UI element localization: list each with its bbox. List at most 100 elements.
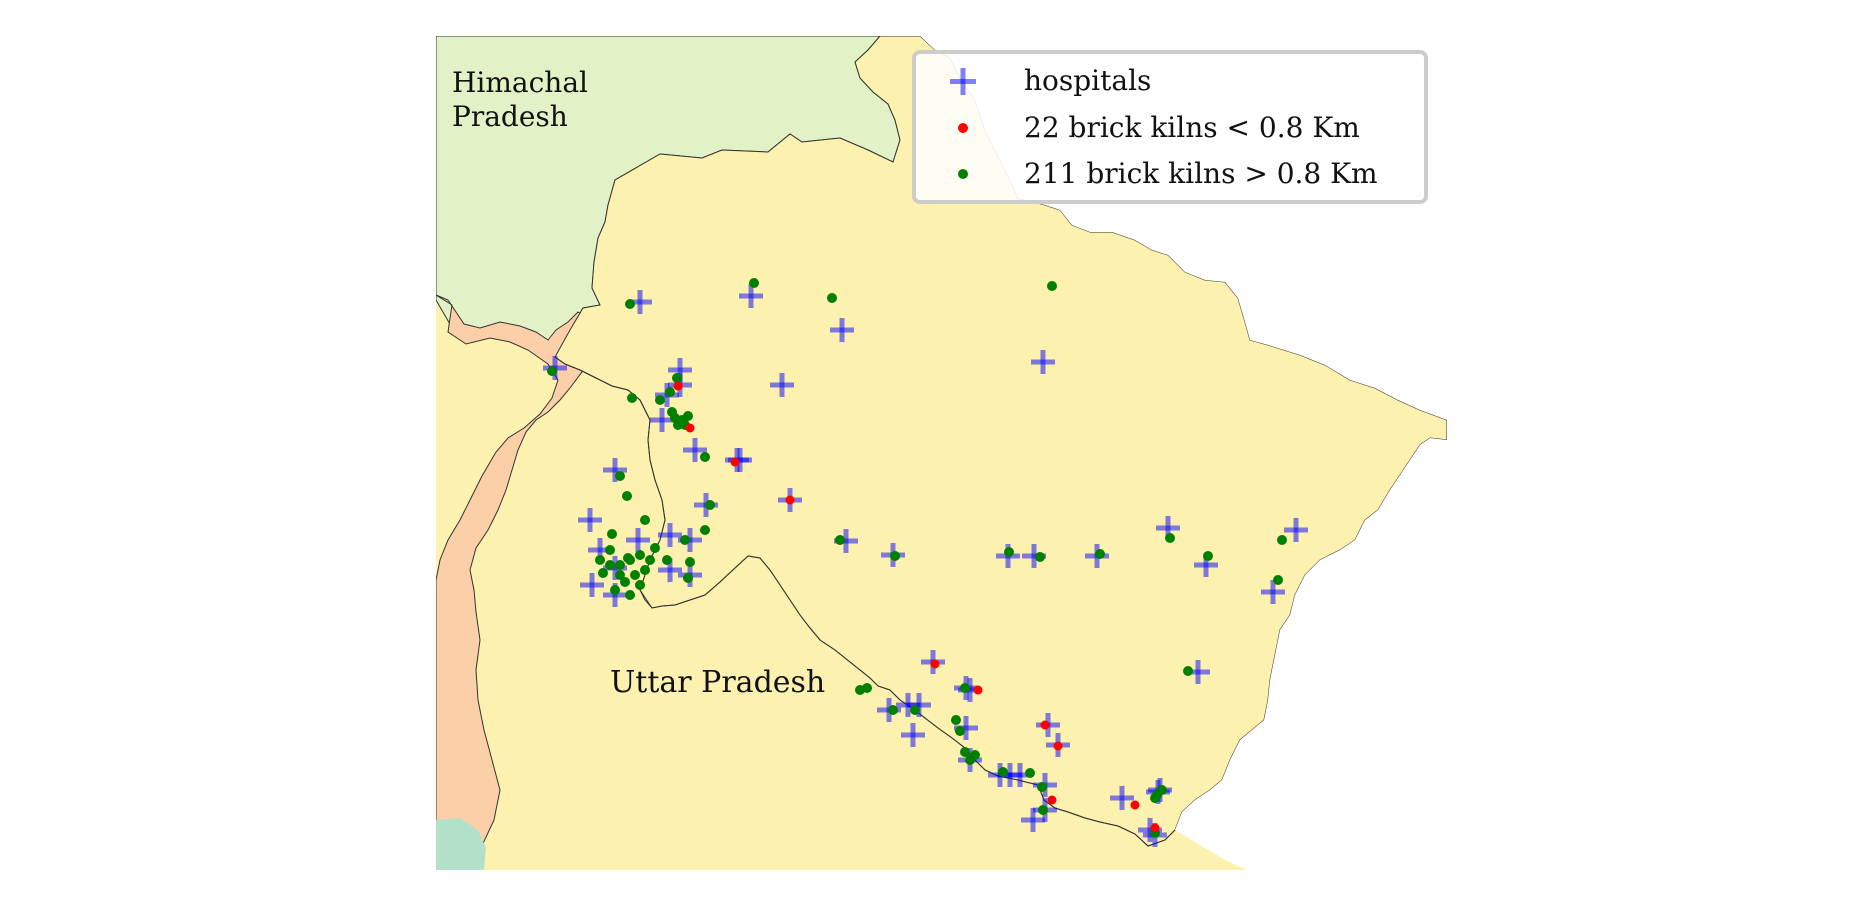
kiln-far-marker	[655, 395, 665, 405]
kiln-far-marker	[951, 715, 961, 725]
kiln-far-marker	[888, 705, 898, 715]
hospital-marker	[739, 284, 763, 308]
kiln-far-marker	[622, 491, 632, 501]
kiln-far-marker	[1183, 666, 1193, 676]
kiln-far-marker	[1035, 552, 1045, 562]
kiln-far-marker	[890, 551, 900, 561]
kiln-far-marker	[610, 585, 620, 595]
hospital-marker	[628, 290, 652, 314]
kiln-near-marker	[685, 423, 695, 433]
kiln-far-marker	[683, 573, 693, 583]
hospital-marker	[954, 716, 978, 740]
hospital-marker	[603, 458, 627, 482]
hospital-marker	[1261, 580, 1285, 604]
hospital-marker	[896, 693, 920, 717]
hospital-marker	[1194, 553, 1218, 577]
kiln-far-marker	[630, 570, 640, 580]
kiln-far-marker	[1277, 535, 1287, 545]
kiln-far-marker	[598, 568, 608, 578]
uttar-pradesh-label: Uttar Pradesh	[610, 665, 825, 700]
state-border	[639, 555, 1176, 847]
kiln-far-marker	[605, 545, 615, 555]
kiln-far-marker	[700, 525, 710, 535]
hospital-marker	[588, 538, 612, 562]
kiln-far-marker	[1004, 547, 1014, 557]
kiln-far-marker	[625, 555, 635, 565]
kiln-far-marker	[749, 278, 759, 288]
kiln-far-marker	[705, 500, 715, 510]
hospital-marker	[1022, 544, 1046, 568]
kiln-far-marker	[595, 555, 605, 565]
kiln-far-marker	[615, 471, 625, 481]
legend-marker-hospital	[950, 68, 976, 95]
kiln-far-marker	[685, 557, 695, 567]
kiln-far-marker	[1095, 549, 1105, 559]
kiln-far-marker	[1038, 805, 1048, 815]
kiln-far-marker	[910, 705, 920, 715]
kiln-far-marker	[662, 555, 672, 565]
kiln-far-marker	[650, 543, 660, 553]
kiln-far-marker	[1037, 782, 1047, 792]
kiln-far-marker	[620, 577, 630, 587]
kiln-far-marker	[672, 373, 682, 383]
kiln-far-marker	[700, 452, 710, 462]
kiln-near-marker	[1150, 823, 1160, 833]
hospital-marker	[1284, 518, 1308, 542]
kiln-near-marker	[673, 381, 683, 391]
kiln-far-marker	[635, 550, 645, 560]
kiln-far-marker	[1165, 533, 1175, 543]
himachal-label-line1: Himachal	[452, 66, 588, 99]
hospital-marker	[834, 529, 858, 553]
kiln-far-marker	[827, 293, 837, 303]
kiln-far-marker	[955, 726, 965, 736]
hospital-marker	[658, 523, 682, 547]
hospital-marker	[728, 448, 752, 472]
kiln-near-marker	[1053, 741, 1063, 751]
legend-label-hospitals: hospitals	[1024, 64, 1151, 97]
kiln-far-marker	[1025, 768, 1035, 778]
hospital-marker	[683, 438, 707, 462]
kiln-far-marker	[1047, 281, 1057, 291]
kiln-far-marker	[615, 560, 625, 570]
legend-marker-kiln-far	[958, 169, 968, 179]
legend-label-kilns-near: 22 brick kilns < 0.8 Km	[1024, 111, 1360, 144]
hospital-marker	[958, 678, 982, 702]
hospital-marker	[1021, 808, 1045, 832]
legend: hospitals 22 brick kilns < 0.8 Km 211 br…	[912, 50, 1428, 204]
himachal-label-line2: Pradesh	[452, 100, 568, 133]
kiln-far-marker	[547, 366, 557, 376]
kiln-far-marker	[640, 515, 650, 525]
kiln-far-marker	[835, 535, 845, 545]
kiln-far-marker	[1203, 551, 1213, 561]
kiln-near-marker	[930, 659, 940, 669]
kiln-far-marker	[665, 387, 675, 397]
kiln-far-marker	[605, 560, 615, 570]
kiln-far-marker	[970, 750, 980, 760]
hospital-marker	[626, 528, 650, 552]
kiln-near-marker	[730, 457, 740, 467]
hospital-marker	[1156, 516, 1180, 540]
hospital-marker	[580, 573, 604, 597]
kiln-far-marker	[1152, 790, 1162, 800]
hospital-marker	[1110, 786, 1134, 810]
outside-region	[1175, 438, 1447, 870]
kiln-far-marker	[998, 767, 1008, 777]
kiln-near-marker	[785, 495, 795, 505]
kiln-far-marker	[960, 747, 970, 757]
hospital-marker	[830, 318, 854, 342]
hospital-marker	[658, 558, 682, 582]
hospital-marker	[901, 723, 925, 747]
legend-marker-kiln-near	[958, 123, 968, 133]
kiln-near-marker	[1040, 720, 1050, 730]
kiln-far-marker	[615, 570, 625, 580]
hospital-marker	[578, 508, 602, 532]
kiln-near-marker	[1130, 800, 1140, 810]
hospital-marker	[1031, 350, 1055, 374]
delhi-region	[436, 818, 486, 870]
kiln-far-marker	[960, 683, 970, 693]
kiln-far-marker	[627, 393, 637, 403]
haryana-region	[436, 294, 601, 870]
kiln-near-marker	[1047, 795, 1057, 805]
hospital-marker	[603, 556, 627, 580]
